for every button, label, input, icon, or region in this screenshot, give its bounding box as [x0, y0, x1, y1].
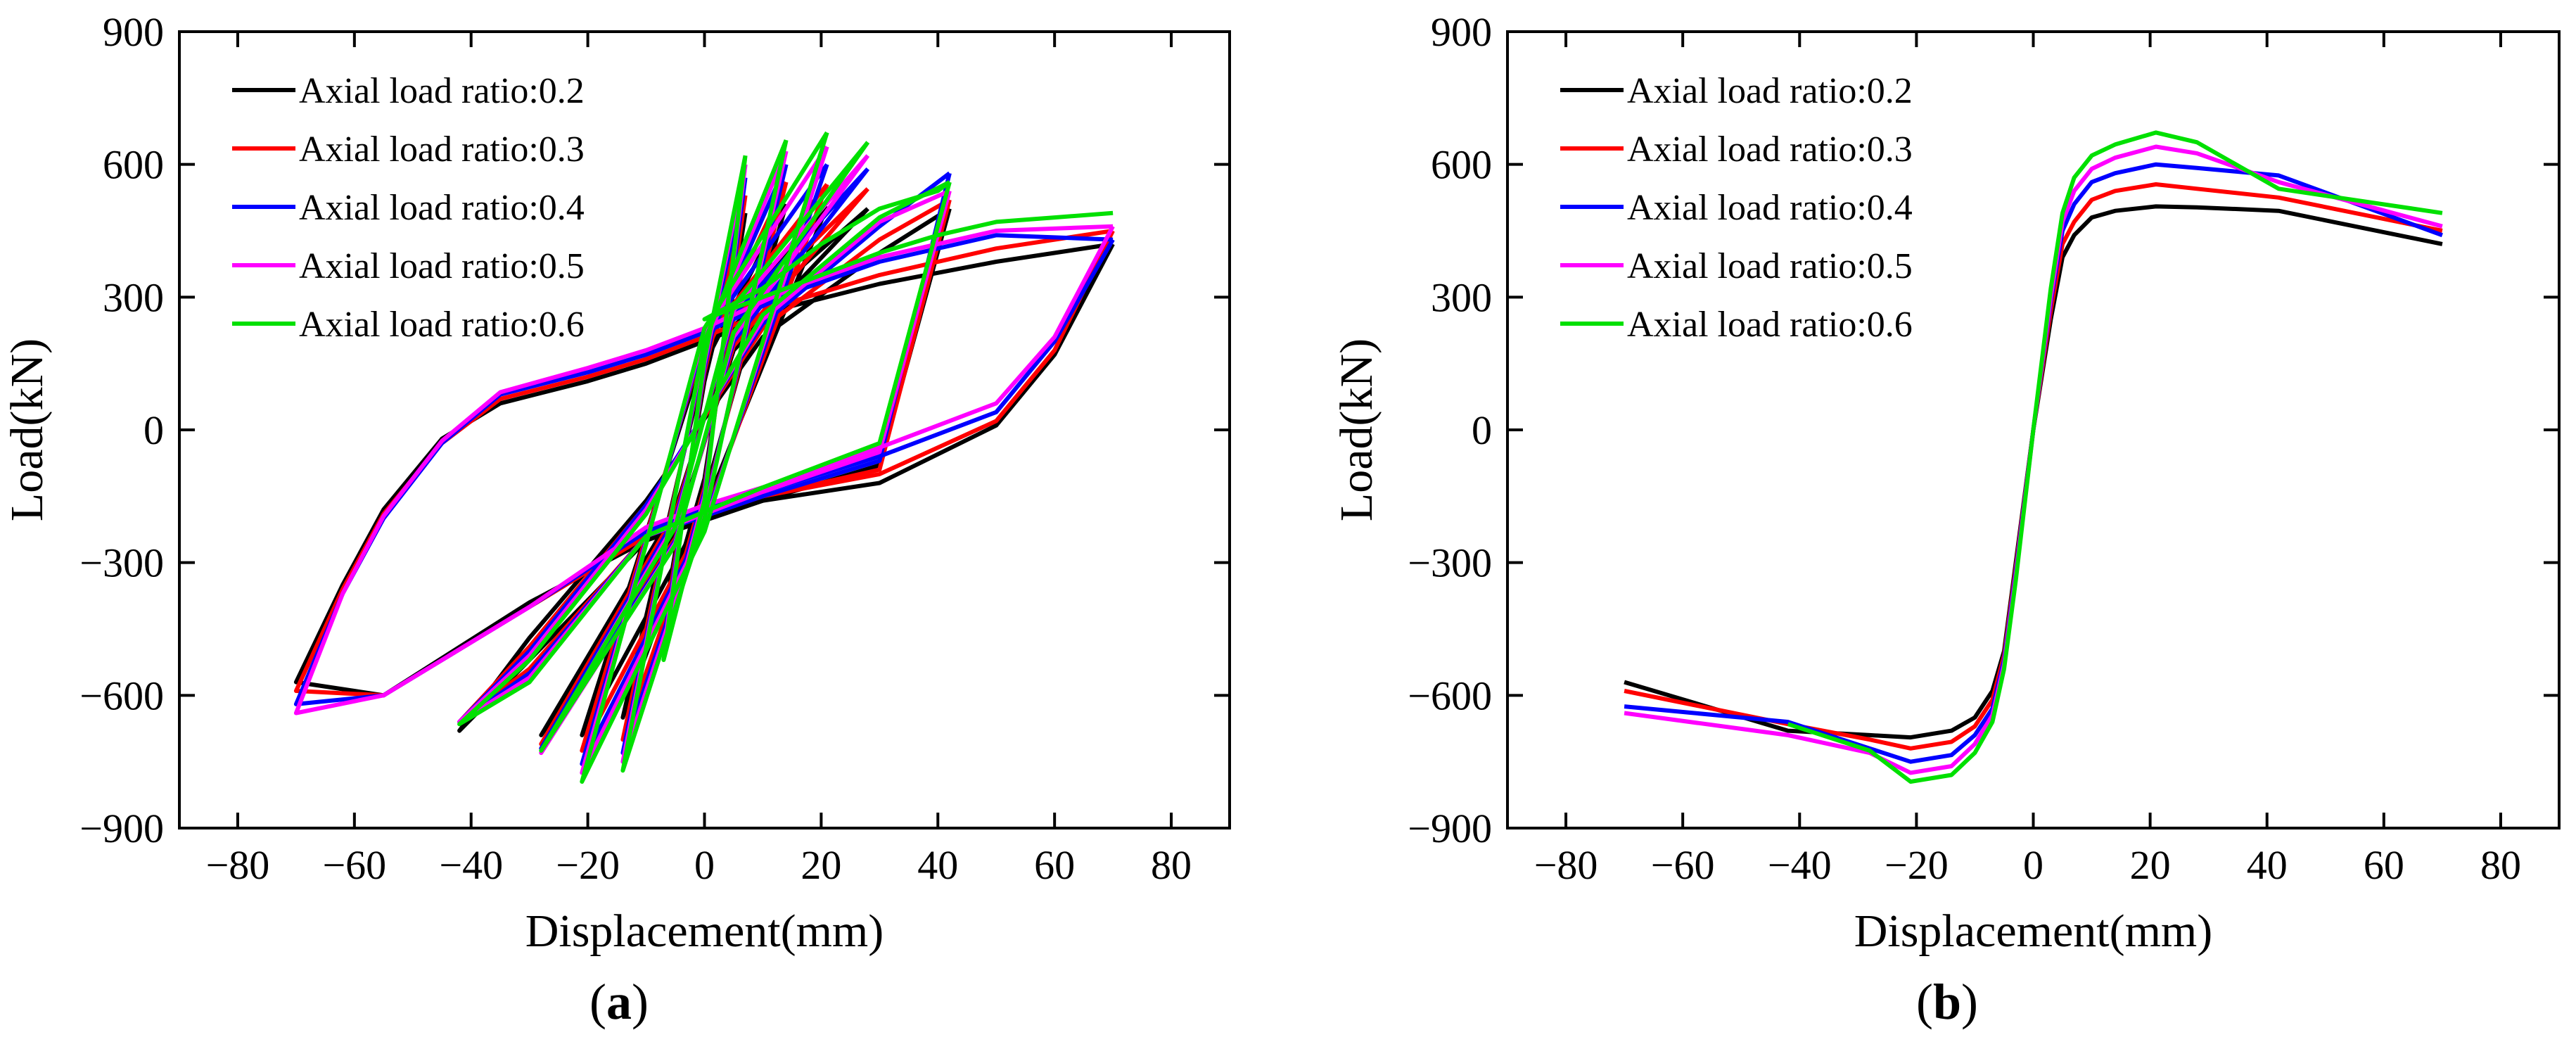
y-tick-label: 300 — [103, 274, 164, 320]
hysteresis-loop-5-6 — [702, 180, 1114, 322]
hysteresis-loop-2-6 — [293, 229, 1115, 698]
y-tick-label: −300 — [79, 540, 164, 586]
legend-label: Axial load ratio:0.4 — [299, 188, 585, 228]
legend-label: Axial load ratio:0.2 — [299, 71, 585, 111]
legend-label: Axial load ratio:0.5 — [299, 246, 585, 286]
y-tick-label: 300 — [1431, 274, 1492, 320]
caption-letter: b — [1933, 974, 1961, 1030]
x-tick-label: 20 — [801, 842, 841, 888]
x-tick-label: 60 — [1034, 842, 1075, 888]
chart-panel-a: −80 −60 −40 −20 0 20 40 60 80 −900 −600 −300 0 300 600… — [1, 9, 1231, 1030]
plot-area — [1624, 130, 2443, 784]
chart-panel-b: −80 −60 −40 −20 0 20 40 60 80 −900 −600 −300 0 300 600… — [1331, 9, 2561, 1030]
y-tick-label: −300 — [1408, 540, 1492, 586]
x-tick-label: −20 — [556, 842, 620, 888]
caption-close: ) — [632, 974, 649, 1030]
y-tick-label: 0 — [1472, 407, 1492, 453]
y-tick-label: 900 — [1431, 9, 1492, 55]
x-axis-title: Displacement(mm) — [525, 905, 884, 957]
x-tick-label: −80 — [206, 842, 270, 888]
hysteresis-loop-3-4 — [539, 167, 870, 751]
caption-letter: a — [606, 974, 632, 1030]
y-tick-label: −600 — [1408, 673, 1492, 718]
y-tick-label: 600 — [1431, 142, 1492, 188]
x-tick-label: −60 — [322, 842, 386, 888]
x-tick-label: 0 — [694, 842, 715, 888]
panel-caption: (a) — [589, 974, 649, 1030]
panel-caption: (b) — [1916, 974, 1978, 1030]
legend-label: Axial load ratio:0.2 — [1627, 71, 1913, 111]
legend-label: Axial load ratio:0.4 — [1627, 188, 1913, 228]
hysteresis-loop-5-2 — [620, 139, 789, 773]
hysteresis-loop-4-6 — [293, 224, 1115, 716]
skeleton-curve-4 — [1624, 144, 2443, 775]
caption-open: ( — [1916, 974, 1933, 1030]
x-tick-label: 0 — [2023, 842, 2043, 888]
legend-label: Axial load ratio:0.5 — [1627, 246, 1913, 286]
y-tick-label: 900 — [103, 9, 164, 55]
legend: Axial load ratio:0.2 Axial load ratio:0.3… — [232, 71, 585, 345]
y-tick-label: −600 — [79, 673, 164, 718]
legend-label: Axial load ratio:0.3 — [1627, 129, 1913, 170]
x-tick-label: −40 — [1768, 842, 1832, 888]
x-tick-label: −60 — [1651, 842, 1715, 888]
x-tick-label: 60 — [2364, 842, 2404, 888]
skeleton-curve-5 — [1787, 130, 2443, 784]
x-tick-label: −40 — [439, 842, 503, 888]
x-axis-title: Displacement(mm) — [1854, 905, 2213, 957]
x-tick-label: 80 — [1151, 842, 1192, 888]
legend-label: Axial load ratio:0.6 — [299, 305, 585, 345]
plot-area — [293, 131, 1115, 784]
series-4 — [293, 145, 1115, 775]
series-5 — [1787, 130, 2443, 784]
y-tick-label: 600 — [103, 142, 164, 188]
y-tick-label: −900 — [1408, 806, 1492, 851]
legend-label: Axial load ratio:0.6 — [1627, 305, 1913, 345]
x-tick-label: −80 — [1534, 842, 1598, 888]
x-tick-label: 20 — [2130, 842, 2171, 888]
y-axis-title: Load(kN) — [1331, 338, 1382, 521]
legend: Axial load ratio:0.2 Axial load ratio:0.3… — [1560, 71, 1913, 345]
series-4 — [1624, 144, 2443, 775]
x-tick-label: 40 — [2247, 842, 2288, 888]
legend-label: Axial load ratio:0.3 — [299, 129, 585, 170]
y-axis-title: Load(kN) — [1, 338, 53, 521]
y-tick-label: −900 — [79, 806, 164, 851]
caption-close: ) — [1961, 974, 1978, 1030]
x-tick-label: 40 — [917, 842, 958, 888]
caption-open: ( — [589, 974, 606, 1030]
x-tick-label: 80 — [2480, 842, 2521, 888]
y-tick-label: 0 — [144, 407, 164, 453]
series-5 — [457, 131, 1114, 784]
x-tick-label: −20 — [1885, 842, 1949, 888]
hysteresis-loop-5-3 — [580, 131, 829, 784]
